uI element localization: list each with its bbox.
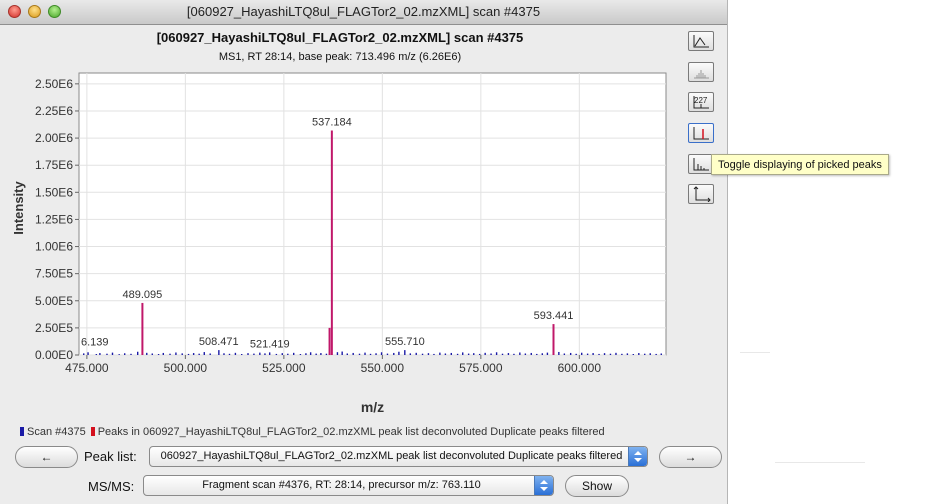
legend-swatch-scan xyxy=(20,427,24,436)
background-divider xyxy=(740,352,770,353)
chevron-up-down-icon xyxy=(540,480,548,491)
y-tick-label: 1.25E6 xyxy=(35,212,73,226)
x-tick-label: 600.000 xyxy=(558,361,602,375)
peak-list-select[interactable]: 060927_HayashiLTQ8ul_FLAGTor2_02.mzXML p… xyxy=(149,446,648,467)
y-tick-label: 0.00E0 xyxy=(35,348,73,362)
chart-legend: Scan #4375 Peaks in 060927_HayashiLTQ8ul_… xyxy=(20,426,605,438)
y-tick-label: 2.50E5 xyxy=(35,321,73,335)
peak-list-label: Peak list: xyxy=(84,449,137,464)
y-axis-ticks: 0.00E0 2.50E5 5.00E5 7.50E5 1.00E6 1.25E6 1.50… xyxy=(35,77,79,362)
peak-annotation-label: 593.441 xyxy=(534,310,574,322)
legend-label-peaks: Peaks in 060927_HayashiLTQ8ul_FLAGTor2_0… xyxy=(97,426,605,438)
isotope-peaks-icon xyxy=(693,158,709,171)
y-tick-label: 5.00E5 xyxy=(35,294,73,308)
y-tick-label: 2.25E6 xyxy=(35,104,73,118)
plot-area[interactable] xyxy=(78,72,667,356)
x-tick-label: 500.000 xyxy=(164,361,208,375)
annotation-glyph: 227 xyxy=(694,96,708,105)
peak-annotation-label: 555.710 xyxy=(385,336,425,348)
plot-grid xyxy=(79,73,666,356)
peak-annotation-label: 508.471 xyxy=(199,336,239,348)
legend-label-scan: Scan #4375 xyxy=(27,426,86,438)
peak-annotation-label: 521.419 xyxy=(250,338,290,350)
x-tick-label: 575.000 xyxy=(459,361,503,375)
picked-peaks-icon xyxy=(693,127,709,140)
next-scan-button[interactable]: → xyxy=(659,446,722,468)
msms-dropdown-arrow[interactable] xyxy=(534,476,553,495)
y-axis-label: Intensity xyxy=(11,181,26,235)
show-fragment-button[interactable]: Show xyxy=(565,475,629,497)
spectrum-plot[interactable]: 0.00E0 2.50E5 5.00E5 7.50E5 1.00E6 1.25E6 1.50… xyxy=(0,66,680,416)
x-axis-ticks: 475.000 500.000 525.000 550.000 575.000 600.0… xyxy=(65,355,601,375)
toggle-annotations-button[interactable]: 227 xyxy=(688,92,714,112)
y-tick-label: 1.50E6 xyxy=(35,185,73,199)
x-axis-label: m/z xyxy=(361,399,384,415)
annotation-label-icon: 227 xyxy=(693,96,709,109)
chart-title: [060927_HayashiLTQ8ul_FLAGTor2_02.mzXML]… xyxy=(156,30,524,45)
peak-list-value: 060927_HayashiLTQ8ul_FLAGTor2_02.mzXML p… xyxy=(160,450,623,462)
minimize-window-icon[interactable] xyxy=(28,5,41,18)
y-tick-label: 1.75E6 xyxy=(35,158,73,172)
continuous-plot-icon xyxy=(693,35,709,48)
y-tick-label: 1.00E6 xyxy=(35,240,73,254)
legend-swatch-peaks xyxy=(90,427,95,436)
close-window-icon[interactable] xyxy=(8,5,21,18)
y-tick-label: 2.50E6 xyxy=(35,77,73,91)
peak-list-dropdown-arrow[interactable] xyxy=(628,447,647,466)
toolbar-tooltip: Toggle displaying of picked peaks xyxy=(711,154,889,175)
chart-subtitle: MS1, RT 28:14, base peak: 713.496 m/z (6… xyxy=(218,51,462,63)
msms-value: Fragment scan #4376, RT: 28:14, precurso… xyxy=(202,479,481,491)
zoom-window-icon[interactable] xyxy=(48,5,61,18)
previous-scan-button[interactable]: ← xyxy=(15,446,78,468)
x-tick-label: 525.000 xyxy=(262,361,306,375)
spectrum-window: [060927_HayashiLTQ8ul_FLAGTor2_02.mzXML]… xyxy=(0,0,728,504)
toggle-centroid-mode-button[interactable] xyxy=(688,62,714,82)
msms-label: MS/MS: xyxy=(88,479,135,494)
peak-annotation-label: 537.184 xyxy=(312,116,352,128)
peak-annotations: 6.139 489.095 508.471 521.419 537.184 555.710… xyxy=(81,116,573,350)
toggle-continuous-mode-button[interactable] xyxy=(688,31,714,51)
x-tick-label: 475.000 xyxy=(65,361,109,375)
window-titlebar[interactable]: [060927_HayashiLTQ8ul_FLAGTor2_02.mzXML]… xyxy=(0,0,727,25)
background-divider xyxy=(775,462,865,463)
axes-range-icon xyxy=(693,186,711,202)
x-tick-label: 550.000 xyxy=(361,361,405,375)
peak-annotation-label: 489.095 xyxy=(123,289,163,301)
window-title: [060927_HayashiLTQ8ul_FLAGTor2_02.mzXML]… xyxy=(186,4,541,19)
chevron-up-down-icon xyxy=(634,451,642,462)
msms-select[interactable]: Fragment scan #4376, RT: 28:14, precurso… xyxy=(143,475,554,496)
y-tick-label: 7.50E5 xyxy=(35,267,73,281)
toggle-picked-peaks-button[interactable] xyxy=(688,123,714,143)
spectrum-bars xyxy=(83,130,662,355)
centroid-plot-icon xyxy=(694,70,709,79)
set-axes-range-button[interactable] xyxy=(688,184,714,204)
y-tick-label: 2.00E6 xyxy=(35,131,73,145)
peak-annotation-label: 6.139 xyxy=(81,337,109,349)
